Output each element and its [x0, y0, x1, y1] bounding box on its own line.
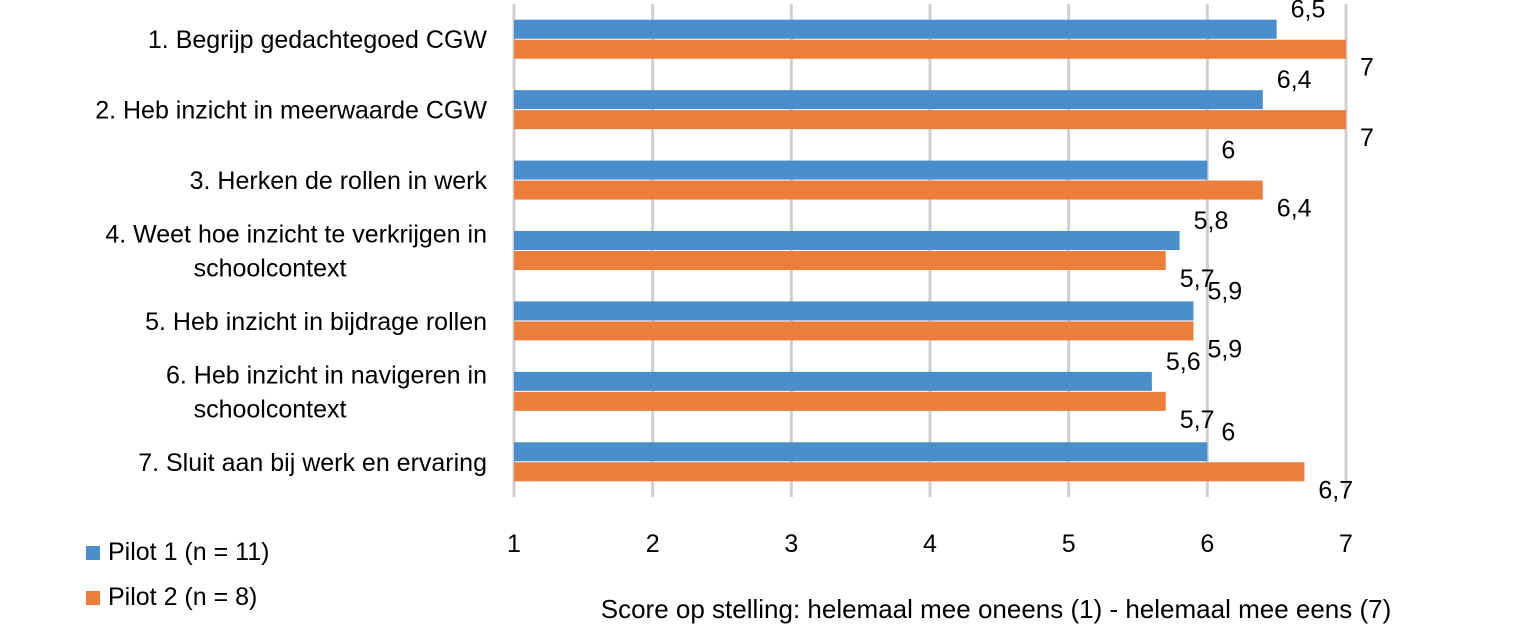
data-label: 5,8 [1194, 207, 1229, 235]
category-labels: 1. Begrijp gedachtegoed CGW 2. Heb inzich… [95, 26, 487, 477]
category-label: 5. Heb inzicht in bijdrage rollen [145, 308, 487, 336]
category-label: 1. Begrijp gedachtegoed CGW [148, 26, 487, 54]
legend-label: Pilot 1 (n = 11) [108, 538, 269, 566]
data-label: 6 [1221, 418, 1235, 446]
legend: Pilot 1 (n = 11) Pilot 2 (n = 8) [86, 538, 269, 611]
category-label: 2. Heb inzicht in meerwaarde CGW [95, 97, 487, 125]
bar-series-2 [514, 180, 1263, 200]
x-tick-label: 2 [646, 530, 660, 558]
bar-series-2 [514, 321, 1194, 341]
data-label: 6,5 [1291, 0, 1326, 24]
category-label: 7. Sluit aan bij werk en ervaring [138, 449, 487, 477]
bars [514, 19, 1346, 482]
bar-series-2 [514, 462, 1305, 482]
bar-series-2 [514, 39, 1346, 59]
legend-label: Pilot 2 (n = 8) [108, 583, 257, 611]
bar-series-2 [514, 391, 1166, 411]
bar-series-1 [514, 160, 1208, 180]
legend-swatch [86, 546, 100, 560]
gridlines [512, 4, 1348, 497]
data-label: 7 [1360, 124, 1374, 152]
data-label: 6,7 [1318, 476, 1353, 504]
bar-series-1 [514, 90, 1263, 110]
x-tick-labels: 1 2 3 4 5 6 7 [507, 530, 1353, 558]
bar-series-1 [514, 371, 1152, 391]
bar-series-1 [514, 231, 1180, 250]
x-tick-label: 7 [1339, 530, 1353, 558]
data-label: 5,7 [1180, 265, 1215, 293]
data-label: 6,4 [1277, 195, 1312, 223]
category-label: 3. Herken de rollen in werk [190, 167, 488, 195]
x-tick-label: 6 [1200, 530, 1214, 558]
x-tick-label: 1 [507, 530, 521, 558]
bar-series-1 [514, 301, 1194, 321]
x-axis-label: Score op stelling: helemaal mee oneens (… [601, 594, 1392, 624]
data-label: 7 [1360, 54, 1374, 82]
bar-series-1 [514, 19, 1277, 39]
data-label: 5,9 [1207, 335, 1242, 363]
x-tick-label: 5 [1062, 530, 1076, 558]
data-label: 5,9 [1207, 277, 1242, 305]
legend-swatch [86, 591, 100, 605]
category-label: 4. Weet hoe inzicht te verkrijgen in scho… [105, 221, 487, 283]
data-label: 6,4 [1277, 66, 1312, 94]
data-label: 5,7 [1180, 406, 1215, 434]
category-label: 6. Heb inzicht in navigeren in schoolcont… [166, 361, 487, 423]
bar-series-2 [514, 110, 1346, 130]
bar-series-2 [514, 251, 1166, 270]
data-label: 5,6 [1166, 348, 1201, 376]
bar-series-1 [514, 442, 1208, 462]
x-tick-label: 4 [923, 530, 937, 558]
x-tick-label: 3 [784, 530, 798, 558]
data-label: 6 [1221, 137, 1235, 165]
